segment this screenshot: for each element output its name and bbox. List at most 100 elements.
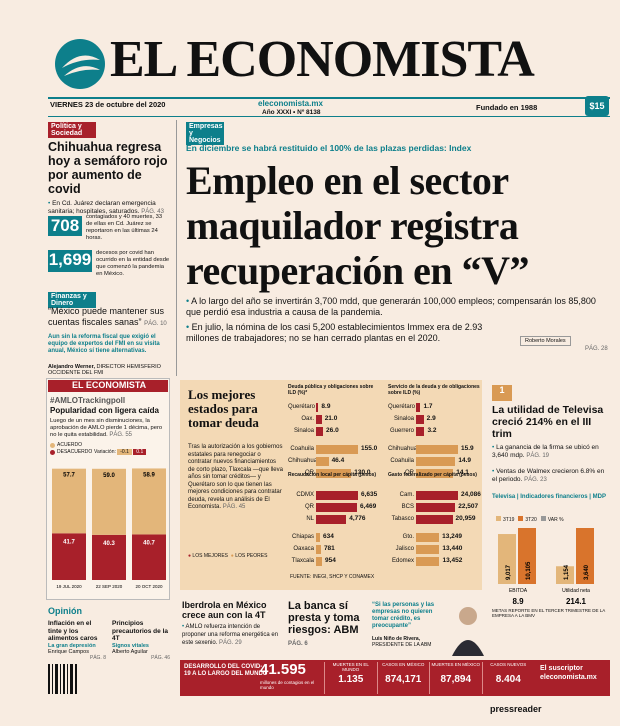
poll-legend: ACUERDO DESACUERDO — [50, 442, 168, 456]
legend-label: VAR % — [547, 517, 564, 523]
state-label: Cam. — [399, 492, 414, 498]
legend-swatch — [540, 516, 546, 521]
legend-item: DESACUERDO — [50, 449, 168, 455]
value-label: 1,154 — [564, 564, 570, 580]
byline: Luis Niño de Rivera, PRESIDENTE DE LA AB… — [372, 636, 448, 648]
bar — [416, 545, 440, 554]
bar — [316, 533, 320, 542]
states-text-body: Tras la autorización a los gobiernos est… — [188, 444, 283, 510]
stat-text: contagiados y 40 muertes, 33 de ellas en… — [86, 214, 163, 241]
opinion-column-name: La gran depresión — [48, 643, 96, 649]
byline: Alejandro Werner, DIRECTOR HEMISFERIO OC… — [48, 364, 170, 376]
tv-chart: 9,017 10,105 EBITDA 8.9 1,154 3,640 Utilidad n… — [498, 528, 594, 606]
legend-label: DESACUERDO — [57, 449, 93, 455]
legend-label: 3T19 — [503, 517, 515, 523]
bar-row: QR 6,469 — [288, 502, 380, 514]
page-ref: PÁG. 10 — [144, 321, 167, 327]
promo: El suscriptor eleconomista.mx — [540, 664, 608, 682]
legend-label: ACUERDO — [57, 442, 83, 448]
bar-row: Sinaloa 26.0 — [288, 426, 380, 438]
page-ref: PÁG. 23 — [524, 477, 547, 483]
value-label: 6,469 — [359, 503, 377, 510]
variation-value: 0.1 — [133, 449, 147, 455]
bar-row: Guerrero 3.2 — [388, 426, 480, 438]
value-label: 59.0 — [103, 473, 115, 479]
group-label: EBITDA — [509, 588, 528, 594]
bar — [416, 427, 425, 436]
bar — [316, 515, 347, 524]
headline: “México puede mantener sus cuentas fisca… — [48, 306, 170, 330]
source: FUENTE: INEGI, SHCP Y CONAMEX — [290, 574, 375, 580]
role: PRESIDENTE DE LA ABM — [372, 642, 432, 648]
state-label: Oaxaca — [293, 546, 314, 552]
bar-segment — [52, 468, 86, 534]
bar — [416, 557, 440, 566]
state-label: Coahuila — [390, 458, 414, 464]
page-ref: PÁG. 55 — [109, 432, 133, 438]
bullet: AMLO refuerza intención de proponer una … — [182, 623, 282, 647]
page-ref: PÁG. 43 — [141, 209, 164, 215]
bar-row: Coahuila 14.9 — [388, 456, 480, 468]
barcode — [48, 664, 77, 694]
stat-text: decesos por covid han ocurrido en la ent… — [96, 250, 170, 277]
promo-text: El suscriptor — [540, 665, 583, 672]
masthead-title: EL ECONOMISTA — [110, 31, 535, 88]
state-label: CDMX — [296, 492, 314, 498]
value-label: 634 — [323, 533, 334, 540]
state-label: BCS — [401, 504, 414, 510]
stat-value: 1.135 — [338, 674, 364, 685]
headline: La utilidad de Televisa creció 214% en e… — [492, 404, 604, 440]
opinion-columns: Inflación en el tinte y los alimentos ca… — [48, 620, 172, 661]
bar-row: Chihuahua 46.4 — [288, 456, 380, 468]
date-strip — [48, 97, 610, 117]
value-label: 13,249 — [442, 533, 462, 540]
bar — [416, 457, 456, 466]
author: Roberto Morales — [520, 336, 571, 346]
value-label: 3,640 — [584, 564, 590, 580]
covid-title: DESARROLLO DEL COVID-19 A LO LARGO DEL M… — [184, 664, 268, 677]
role: DIRECTOR HEMISFERIO OCCIDENTE DEL FMI — [48, 364, 161, 376]
bar-row: Cam. 24,086 — [388, 490, 481, 502]
page-ref: PÁG. 28 — [585, 346, 608, 352]
headline-text: La banca sí presta y toma riesgos: ABM — [288, 600, 360, 636]
bar-row: Querétaro 8.9 — [288, 402, 380, 414]
variation-label: Variación: — [94, 449, 116, 455]
bar — [576, 528, 594, 584]
bullet: En Cd. Juárez declaran emergencia sanita… — [48, 200, 170, 216]
bar — [316, 415, 322, 424]
state-label: Tabasco — [391, 516, 414, 522]
stat-value: 87,894 — [440, 674, 472, 685]
bar — [416, 491, 458, 500]
page-ref: PÁG. 45 — [222, 504, 246, 510]
promo-site: eleconomista.mx — [540, 674, 597, 681]
value-label: 40.3 — [103, 541, 115, 547]
change-label: 8.9 — [512, 597, 524, 606]
bar — [416, 503, 456, 512]
tv-legend: 3T19 3T20 VAR % — [492, 516, 564, 523]
opinion-headline: Inflación en el tinte y los alimentos ca… — [48, 620, 98, 642]
state-label: Jalisco — [395, 546, 414, 552]
opinion-column: Principios precautorios de la 4T Signos v… — [112, 620, 170, 661]
bar-segment — [132, 534, 166, 580]
state-label: QR — [405, 470, 414, 476]
value-label: 57.7 — [63, 473, 75, 479]
page-ref: PÁG. 46 — [151, 655, 170, 661]
bar-row: QR 14.1 — [388, 468, 480, 480]
bar-row: Coahuila 155.0 — [288, 444, 380, 456]
opinion-column-name: Signos vitales — [112, 643, 149, 649]
state-label: Chihuahua — [288, 458, 318, 464]
value-label: 41.7 — [63, 539, 75, 545]
mini-chart: Recaudación local per cápita (pesos) CDMX… — [288, 472, 380, 568]
headline: Iberdrola en México crece aun con la 4T — [182, 600, 267, 620]
mini-chart: Gasto federalizado per cápita (pesos) Cam… — [388, 472, 481, 568]
dek: En diciembre se habrá restituido el 100%… — [186, 143, 472, 153]
bar-row: Oax. 21.0 — [288, 414, 380, 426]
covid-strip — [180, 660, 610, 696]
stat-label: MUERTES EN MÉXICO — [431, 662, 480, 667]
page-ref: PÁG. 8 — [89, 655, 106, 661]
bullet: Ventas de Walmex crecieron 6.8% en el pe… — [492, 468, 610, 484]
covid-stats: MUERTES EN EL MUNDO 1.135 CASOS EN MÉXICO 8… — [324, 662, 534, 694]
bar-row: Chihuahua 15.9 — [388, 444, 480, 456]
logo — [55, 39, 105, 89]
